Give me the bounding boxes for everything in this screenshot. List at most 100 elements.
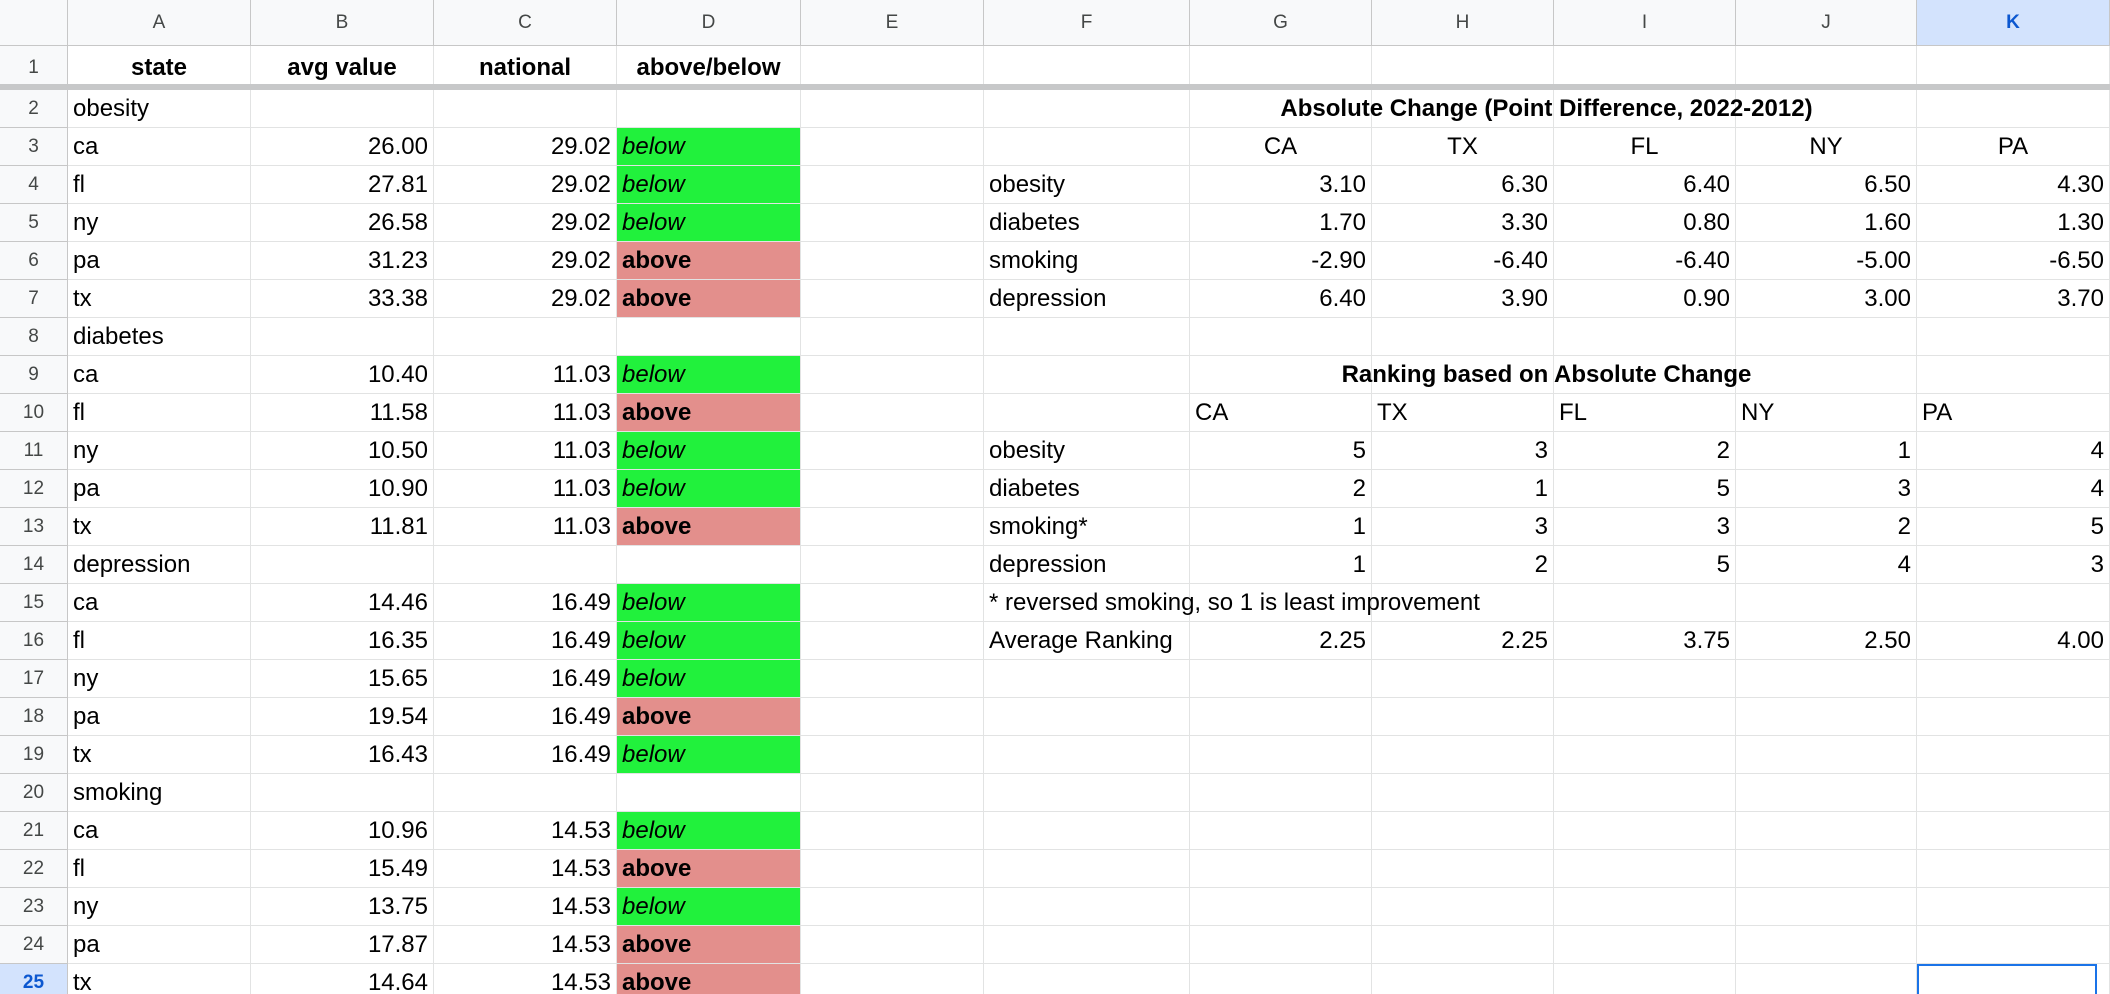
cell[interactable] [1736,660,1917,698]
national-cell[interactable]: 11.03 [434,394,617,432]
cell[interactable] [1917,318,2110,356]
cell[interactable] [984,128,1190,166]
cell[interactable] [801,508,984,546]
group-label-depression[interactable]: depression [68,546,251,584]
row-header-2[interactable]: 2 [0,90,68,128]
ranking-state-fl[interactable]: FL [1554,394,1736,432]
national-cell[interactable]: 29.02 [434,242,617,280]
avg-value-cell[interactable]: 13.75 [251,888,434,926]
abs-change-value[interactable]: 3.70 [1917,280,2110,318]
cell[interactable] [434,318,617,356]
abs-change-value[interactable]: 6.40 [1190,280,1372,318]
cell[interactable] [984,774,1190,812]
ranking-value[interactable]: 5 [1917,508,2110,546]
abs-change-value[interactable]: -5.00 [1736,242,1917,280]
avg-value-cell[interactable]: 15.65 [251,660,434,698]
status-above-cell[interactable]: above [617,850,801,888]
cell[interactable] [984,888,1190,926]
column-header-i[interactable]: I [1554,0,1736,46]
row-header-16[interactable]: 16 [0,622,68,660]
ranking-value[interactable]: 5 [1190,432,1372,470]
average-ranking-value[interactable]: 4.00 [1917,622,2110,660]
row-header-13[interactable]: 13 [0,508,68,546]
state-cell[interactable]: tx [68,964,251,994]
ranking-value[interactable]: 2 [1372,546,1554,584]
status-above-cell[interactable]: above [617,508,801,546]
column-header-e[interactable]: E [801,0,984,46]
national-cell[interactable]: 29.02 [434,166,617,204]
cell[interactable] [251,774,434,812]
avg-value-cell[interactable]: 10.50 [251,432,434,470]
ranking-value[interactable]: 1 [1736,432,1917,470]
state-cell[interactable]: ca [68,128,251,166]
national-cell[interactable]: 14.53 [434,812,617,850]
ranking-note[interactable]: * reversed smoking, so 1 is least improv… [984,584,2110,622]
cell[interactable] [251,318,434,356]
cell[interactable] [1190,812,1372,850]
cell[interactable] [1736,318,1917,356]
cell[interactable] [617,546,801,584]
row-header-17[interactable]: 17 [0,660,68,698]
cell[interactable] [801,318,984,356]
cell[interactable] [984,850,1190,888]
abs-change-value[interactable]: 0.80 [1554,204,1736,242]
abs-change-value[interactable]: -6.50 [1917,242,2110,280]
cell[interactable] [1554,888,1736,926]
national-cell[interactable]: 11.03 [434,508,617,546]
cell[interactable] [801,128,984,166]
row-header-22[interactable]: 22 [0,850,68,888]
cell[interactable] [984,964,1190,994]
cell[interactable] [1554,660,1736,698]
cell[interactable] [1554,926,1736,964]
status-above-cell[interactable]: above [617,394,801,432]
state-cell[interactable]: ny [68,888,251,926]
national-cell[interactable]: 16.49 [434,584,617,622]
cell[interactable] [984,394,1190,432]
cell[interactable] [1554,812,1736,850]
avg-value-cell[interactable]: 11.81 [251,508,434,546]
ranking-value[interactable]: 1 [1190,546,1372,584]
cell[interactable] [1917,774,2110,812]
ranking-value[interactable]: 2 [1554,432,1736,470]
cell[interactable] [1736,964,1917,994]
cell[interactable] [1917,850,2110,888]
status-below-cell[interactable]: below [617,584,801,622]
state-cell[interactable]: pa [68,926,251,964]
row-header-3[interactable]: 3 [0,128,68,166]
ranking-value[interactable]: 1 [1190,508,1372,546]
cell[interactable] [1554,698,1736,736]
state-cell[interactable]: pa [68,698,251,736]
cell[interactable] [801,736,984,774]
status-above-cell[interactable]: above [617,242,801,280]
cell[interactable] [1917,660,2110,698]
avg-value-cell[interactable]: 11.58 [251,394,434,432]
national-cell[interactable]: 14.53 [434,926,617,964]
avg-value-cell[interactable]: 26.58 [251,204,434,242]
ranking-value[interactable]: 5 [1554,546,1736,584]
abs-change-value[interactable]: -6.40 [1554,242,1736,280]
avg-value-cell[interactable]: 33.38 [251,280,434,318]
abs-change-value[interactable]: 4.30 [1917,166,2110,204]
state-cell[interactable]: pa [68,470,251,508]
row-header-12[interactable]: 12 [0,470,68,508]
status-below-cell[interactable]: below [617,166,801,204]
cell[interactable] [1554,736,1736,774]
abs-change-value[interactable]: 6.30 [1372,166,1554,204]
abs-change-value[interactable]: -2.90 [1190,242,1372,280]
status-below-cell[interactable]: below [617,812,801,850]
cell[interactable] [434,774,617,812]
column-header-j[interactable]: J [1736,0,1917,46]
cell[interactable] [1917,736,2110,774]
cell[interactable] [1736,926,1917,964]
cell[interactable] [1736,850,1917,888]
status-above-cell[interactable]: above [617,280,801,318]
cell[interactable] [1917,698,2110,736]
avg-value-cell[interactable]: 10.96 [251,812,434,850]
cell[interactable] [1736,698,1917,736]
row-header-11[interactable]: 11 [0,432,68,470]
ranking-value[interactable]: 1 [1372,470,1554,508]
status-below-cell[interactable]: below [617,128,801,166]
national-cell[interactable]: 11.03 [434,356,617,394]
cell[interactable] [1554,964,1736,994]
